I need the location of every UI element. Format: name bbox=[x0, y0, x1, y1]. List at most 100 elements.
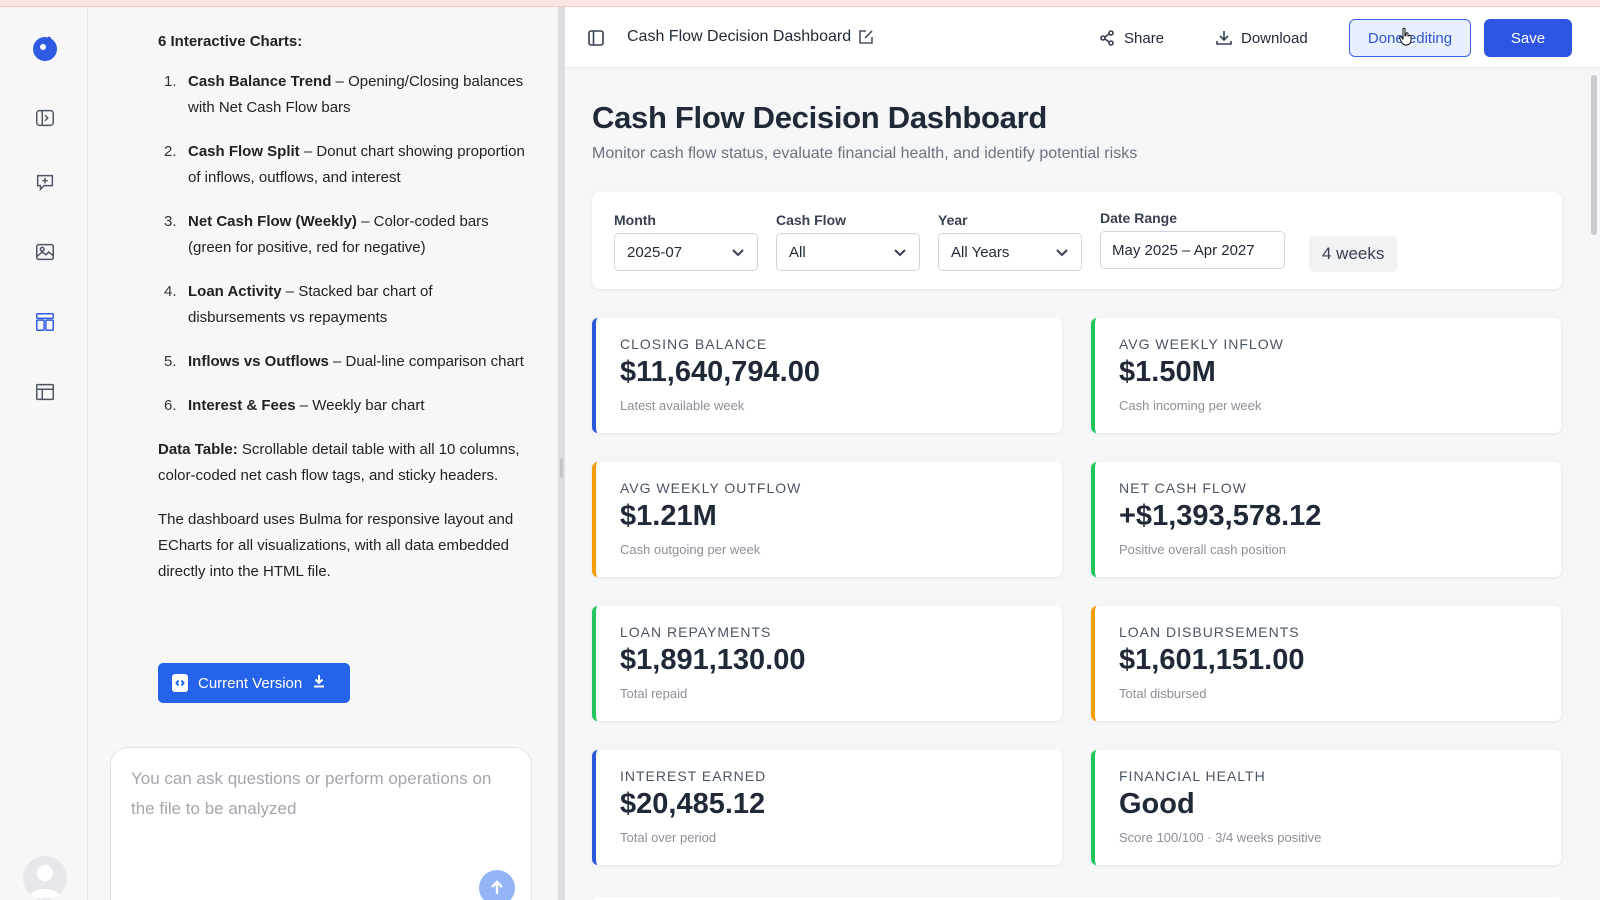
list-number: 3. bbox=[164, 213, 177, 230]
chat-input[interactable] bbox=[131, 764, 516, 844]
list-text: Loan Activity – Stacked bar chart of dis… bbox=[188, 279, 528, 331]
data-table-label: Data Table: bbox=[158, 441, 238, 458]
list-item: 4. Loan Activity – Stacked bar chart of d… bbox=[158, 279, 528, 331]
list-item-title: Net Cash Flow (Weekly) bbox=[188, 213, 357, 230]
panel-toggle-icon[interactable] bbox=[587, 29, 605, 47]
new-chat-icon[interactable] bbox=[30, 167, 60, 197]
kpi-label: FINANCIAL HEALTH bbox=[1119, 768, 1266, 784]
list-item-title: Cash Balance Trend bbox=[188, 73, 332, 90]
share-button[interactable]: Share bbox=[1098, 19, 1164, 57]
year-value: All Years bbox=[951, 243, 1010, 261]
list-item-title: Cash Flow Split bbox=[188, 143, 300, 160]
list-text: Cash Flow Split – Donut chart showing pr… bbox=[188, 139, 528, 191]
kpi-caption: Total over period bbox=[620, 830, 717, 845]
arrow-up-icon bbox=[491, 880, 503, 894]
list-text: Cash Balance Trend – Opening/Closing bal… bbox=[188, 69, 528, 121]
kpi-value: $1.50M bbox=[1119, 356, 1216, 388]
share-label: Share bbox=[1124, 29, 1165, 47]
avatar[interactable] bbox=[23, 856, 67, 900]
dashboard-icon[interactable] bbox=[30, 307, 60, 337]
chevron-down-icon bbox=[732, 249, 744, 257]
date-range-filter: Date Range May 2025 – Apr 2027 bbox=[1100, 210, 1285, 269]
list-text: Net Cash Flow (Weekly) – Color-coded bar… bbox=[188, 209, 528, 261]
cashflow-select[interactable]: All bbox=[776, 233, 920, 271]
kpi-value: $11,640,794.00 bbox=[620, 356, 820, 388]
table-layout-icon[interactable] bbox=[30, 377, 60, 407]
kpi-card-avg-weekly-inflow: AVG WEEKLY INFLOW $1.50M Cash incoming p… bbox=[1091, 318, 1561, 433]
list-number: 1. bbox=[164, 73, 177, 90]
date-range-input[interactable]: May 2025 – Apr 2027 bbox=[1100, 231, 1285, 269]
logo-icon[interactable] bbox=[30, 33, 60, 63]
kpi-card-interest-earned: INTEREST EARNED $20,485.12 Total over pe… bbox=[592, 750, 1062, 865]
list-number: 4. bbox=[164, 283, 177, 300]
kpi-card-net-cash-flow: NET CASH FLOW +$1,393,578.12 Positive ov… bbox=[1091, 462, 1561, 577]
kpi-caption: Total disbursed bbox=[1119, 686, 1207, 701]
code-file-icon bbox=[172, 674, 188, 692]
preview-toolbar: Cash Flow Decision Dashboard Share Downl… bbox=[565, 7, 1600, 68]
year-filter: Year All Years bbox=[938, 212, 1082, 271]
save-button[interactable]: Save bbox=[1484, 19, 1572, 57]
cashflow-label: Cash Flow bbox=[776, 212, 847, 228]
filters-panel: Month 2025-07 Cash Flow All Year All Yea… bbox=[592, 192, 1562, 289]
list-number: 6. bbox=[164, 397, 177, 414]
chat-message: 6 Interactive Charts: 1. Cash Balance Tre… bbox=[158, 29, 528, 585]
list-item-desc: – Opening/Closing balances with Net Cash… bbox=[188, 73, 524, 116]
list-item-desc: – Donut chart showing proportion of infl… bbox=[188, 143, 525, 186]
month-value: 2025-07 bbox=[627, 243, 683, 261]
month-label: Month bbox=[614, 212, 656, 228]
list-item-title: Loan Activity bbox=[188, 283, 282, 300]
kpi-caption: Positive overall cash position bbox=[1119, 542, 1286, 557]
list-item-desc: – Color-coded bars (green for positive, … bbox=[188, 213, 489, 256]
kpi-value: $1.21M bbox=[620, 500, 717, 532]
data-table-text: Scrollable detail table with all 10 colu… bbox=[158, 441, 520, 484]
list-item-desc: – Stacked bar chart of disbursements vs … bbox=[188, 283, 433, 326]
app-rail bbox=[0, 7, 88, 900]
kpi-label: LOAN DISBURSEMENTS bbox=[1119, 624, 1300, 640]
kpi-caption: Score 100/100 · 3/4 weeks positive bbox=[1119, 830, 1322, 845]
year-select[interactable]: All Years bbox=[938, 233, 1082, 271]
kpi-label: NET CASH FLOW bbox=[1119, 480, 1247, 496]
chevron-down-icon bbox=[894, 249, 906, 257]
list-item-desc: – Dual-line comparison chart bbox=[328, 353, 524, 370]
kpi-caption: Cash outgoing per week bbox=[620, 542, 761, 557]
chat-input-box bbox=[110, 747, 532, 900]
kpi-label: AVG WEEKLY INFLOW bbox=[1119, 336, 1284, 352]
panel-resize-handle[interactable] bbox=[558, 7, 565, 900]
kpi-card-closing-balance: CLOSING BALANCE $11,640,794.00 Latest av… bbox=[592, 318, 1062, 433]
kpi-card-loan-disbursements: LOAN DISBURSEMENTS $1,601,151.00 Total d… bbox=[1091, 606, 1561, 721]
current-version-label: Current Version bbox=[198, 674, 303, 692]
kpi-card-avg-weekly-outflow: AVG WEEKLY OUTFLOW $1.21M Cash outgoing … bbox=[592, 462, 1062, 577]
chevron-down-icon bbox=[1056, 249, 1068, 257]
download-icon bbox=[1216, 31, 1232, 45]
cashflow-value: All bbox=[789, 243, 806, 261]
month-filter: Month 2025-07 bbox=[614, 212, 758, 271]
send-button[interactable] bbox=[479, 870, 515, 900]
kpi-value: $1,891,130.00 bbox=[620, 644, 806, 676]
chart-card-partial bbox=[592, 897, 1562, 900]
image-gallery-icon[interactable] bbox=[30, 237, 60, 267]
resize-grip-icon bbox=[560, 458, 563, 478]
edit-icon[interactable] bbox=[857, 28, 875, 46]
kpi-card-loan-repayments: LOAN REPAYMENTS $1,891,130.00 Total repa… bbox=[592, 606, 1062, 721]
current-version-button[interactable]: Current Version bbox=[158, 663, 350, 703]
month-select[interactable]: 2025-07 bbox=[614, 233, 758, 271]
charts-list: 1. Cash Balance Trend – Opening/Closing b… bbox=[158, 69, 528, 419]
list-item: 6. Interest & Fees – Weekly bar chart bbox=[158, 393, 528, 419]
download-button[interactable]: Download bbox=[1215, 19, 1308, 57]
list-item: 5. Inflows vs Outflows – Dual-line compar… bbox=[158, 349, 528, 375]
download-icon bbox=[312, 674, 326, 692]
cashflow-filter: Cash Flow All bbox=[776, 212, 920, 271]
preview-pane: Cash Flow Decision Dashboard Share Downl… bbox=[565, 7, 1600, 900]
list-text: Interest & Fees – Weekly bar chart bbox=[188, 393, 528, 419]
list-number: 5. bbox=[164, 353, 177, 370]
chat-panel: 6 Interactive Charts: 1. Cash Balance Tre… bbox=[88, 7, 558, 900]
scrollbar[interactable] bbox=[1591, 75, 1597, 235]
window-top-strip bbox=[0, 0, 1600, 7]
kpi-label: CLOSING BALANCE bbox=[620, 336, 768, 352]
kpi-label: LOAN REPAYMENTS bbox=[620, 624, 772, 640]
bulma-paragraph: The dashboard uses Bulma for responsive … bbox=[158, 511, 514, 580]
list-item-title: Inflows vs Outflows bbox=[188, 353, 329, 370]
charts-heading: 6 Interactive Charts: bbox=[158, 33, 303, 50]
sidebar-toggle-icon[interactable] bbox=[30, 103, 60, 133]
list-text: Inflows vs Outflows – Dual-line comparis… bbox=[188, 349, 528, 375]
